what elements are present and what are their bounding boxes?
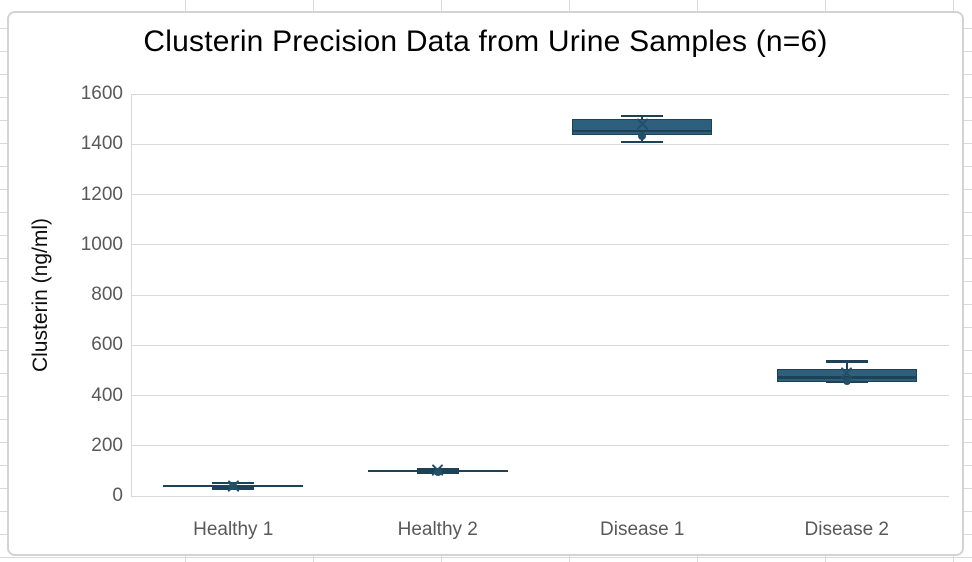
median-line-disease-1 <box>572 129 713 133</box>
y-tick-label: 400 <box>91 384 123 406</box>
x-category-label: Disease 2 <box>804 519 890 540</box>
major-gridline <box>131 495 949 497</box>
y-tick-label: 1000 <box>80 233 123 255</box>
mean-marker-icon-healthy-2[interactable] <box>431 463 444 477</box>
whisker-line-upper-disease-2 <box>845 361 848 370</box>
y-tick-label: 1400 <box>80 133 123 155</box>
major-gridline <box>131 294 949 296</box>
mean-marker-icon-disease-2[interactable] <box>840 366 853 380</box>
excel-chart-object[interactable]: Clusterin Precision Data from Urine Samp… <box>7 11 964 556</box>
mean-marker-icon-healthy-1[interactable] <box>227 479 240 492</box>
major-gridline <box>131 344 949 346</box>
whisker-cap-max-disease-2 <box>825 360 868 363</box>
whisker-cap-min-disease-1 <box>621 140 664 144</box>
major-gridline <box>131 395 949 396</box>
whisker-line-upper-disease-1 <box>641 115 644 120</box>
y-axis-title-text: Clusterin (ng/ml) <box>29 217 52 373</box>
outlier-dot-disease-2[interactable] <box>842 377 851 386</box>
chart-title[interactable]: Clusterin Precision Data from Urine Samp… <box>143 25 828 58</box>
y-tick-label: 200 <box>91 434 123 456</box>
y-tick-label: 800 <box>91 284 123 305</box>
major-gridline <box>131 244 949 246</box>
y-axis-line <box>131 94 132 496</box>
y-tick-label: 0 <box>112 485 123 506</box>
outlier-dot-disease-1[interactable] <box>638 132 647 141</box>
major-gridline <box>131 194 949 195</box>
y-tick-label: 1600 <box>80 83 123 104</box>
x-category-label: Healthy 1 <box>193 519 274 540</box>
x-category-label: Disease 1 <box>600 519 685 540</box>
x-category-label: Healthy 2 <box>397 519 478 540</box>
major-gridline <box>131 143 949 145</box>
major-gridline <box>131 445 949 447</box>
mean-marker-icon-disease-1[interactable] <box>636 118 649 131</box>
major-gridline <box>131 93 949 95</box>
y-tick-label: 1200 <box>80 183 123 205</box>
y-tick-label: 600 <box>91 334 123 356</box>
whisker-cap-max-disease-1 <box>621 114 664 118</box>
